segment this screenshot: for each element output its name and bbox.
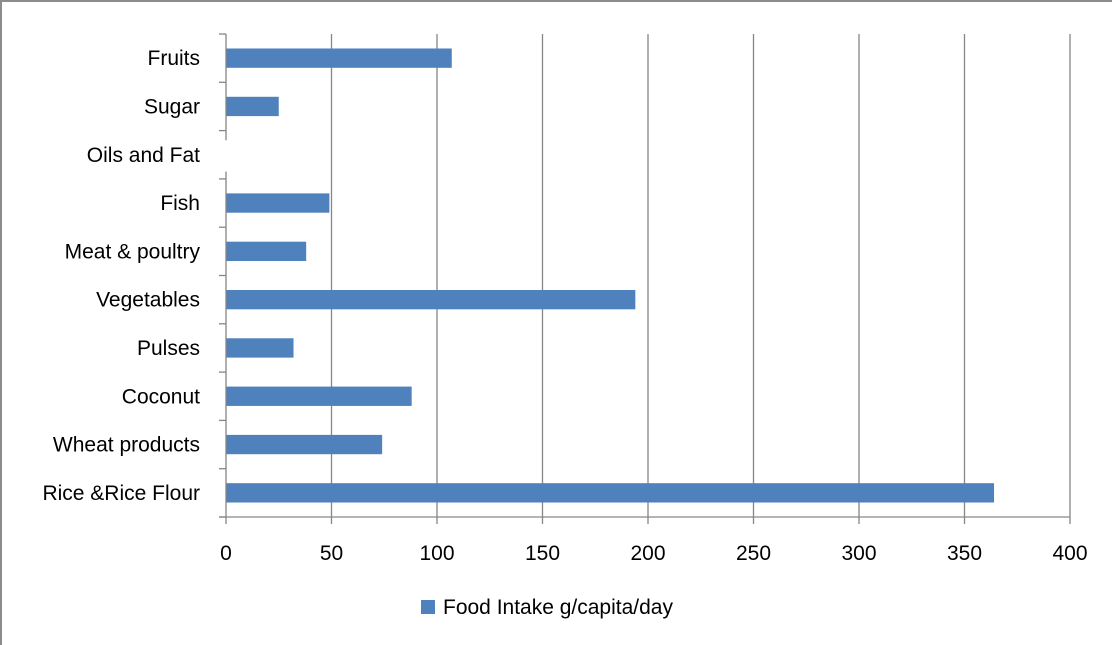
y-category-label: Fish xyxy=(160,192,200,215)
x-tick-label: 300 xyxy=(841,542,876,565)
bar xyxy=(226,386,412,406)
x-tick-labels: 0 50 100 150 200 250 300 350 400 xyxy=(220,542,1087,565)
bar xyxy=(226,483,995,503)
bar xyxy=(226,241,307,262)
bar xyxy=(226,289,636,310)
x-tick-label: 200 xyxy=(630,542,665,565)
y-category-label: Oils and Fat xyxy=(87,144,200,167)
legend: Food Intake g/capita/day xyxy=(421,596,673,619)
x-tick-label: 250 xyxy=(736,542,771,565)
legend-label: Food Intake g/capita/day xyxy=(443,596,673,619)
bar xyxy=(226,96,279,117)
x-tick-label: 400 xyxy=(1052,542,1087,565)
x-tick-label: 50 xyxy=(320,542,343,565)
y-category-label: Vegetables xyxy=(96,289,200,312)
x-tick-label: 0 xyxy=(220,542,232,565)
y-category-label: Meat & poultry xyxy=(65,240,201,263)
y-category-label: Sugar xyxy=(144,95,200,118)
legend-swatch xyxy=(421,600,435,614)
x-tick-label: 350 xyxy=(947,542,982,565)
bar xyxy=(226,434,383,455)
bar xyxy=(226,338,294,358)
bar-series xyxy=(226,48,995,503)
x-tick-label: 150 xyxy=(525,542,560,565)
bar xyxy=(226,193,330,213)
y-category-label: Wheat products xyxy=(53,434,200,457)
y-category-label: Coconut xyxy=(122,385,200,408)
bar xyxy=(226,48,452,68)
gridlines xyxy=(330,34,1071,517)
y-category-label: Fruits xyxy=(148,47,201,70)
axes xyxy=(219,33,1071,524)
y-category-label: Pulses xyxy=(137,337,200,360)
y-category-labels: Rice &Rice Flour Wheat products Coconut Pul… xyxy=(42,47,200,505)
y-category-label: Rice &Rice Flour xyxy=(42,482,200,505)
x-tick-label: 100 xyxy=(419,542,454,565)
